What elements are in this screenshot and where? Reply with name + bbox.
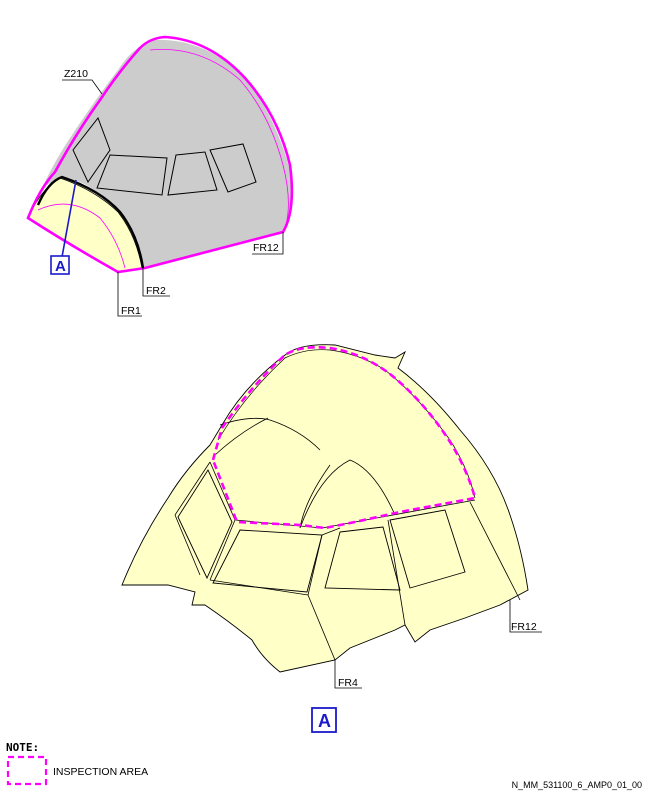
nose-outline [26, 35, 294, 274]
fr12-label-top: FR12 [253, 242, 279, 254]
zone-label-z210: Z210 [64, 68, 88, 80]
zone-label-leader [62, 79, 103, 95]
view-a-title-box [311, 707, 337, 733]
inspection-area-label: INSPECTION AREA [53, 766, 148, 778]
fr1-label: FR1 [121, 305, 141, 317]
detail-panel-area [121, 344, 529, 673]
fr4-leader [334, 660, 362, 689]
fr1-leader [117, 272, 142, 317]
fr2-label: FR2 [146, 285, 166, 297]
side-window-right [209, 143, 257, 193]
detail-window-right [389, 509, 466, 589]
fr12-label-detail: FR12 [511, 621, 537, 633]
inspection-area-swatch [6, 755, 48, 786]
legend: NOTE: INSPECTION AREA [6, 741, 148, 786]
note-title: NOTE: [6, 741, 39, 754]
view-a-leader [61, 179, 77, 258]
side-window-left [72, 116, 111, 184]
fr12-leader [252, 232, 284, 255]
detail-windshield-right [324, 526, 401, 591]
frame-fr2-line [36, 175, 145, 269]
fr4-label: FR4 [338, 677, 358, 689]
view-a-title-letter: A [318, 711, 331, 731]
detail-view-a: FR4 FR12 A [121, 344, 542, 733]
inner-contour-line [37, 49, 289, 269]
detail-windshield-left [212, 529, 323, 593]
windshield-right [167, 151, 218, 196]
view-a-marker-letter: A [55, 258, 66, 275]
fr2-leader [142, 268, 170, 297]
fr12-detail-leader [509, 600, 542, 633]
reference-code: N_MM_531100_6_AMP0_01_00 [512, 780, 642, 790]
inspection-area-outline [211, 346, 477, 530]
detail-window-left [177, 469, 233, 580]
view-a-marker-box [50, 255, 70, 275]
windshield-left [96, 154, 168, 196]
nose-skin-area [42, 39, 292, 273]
top-nose-view: Z210 A FR1 FR2 FR12 [26, 35, 294, 317]
